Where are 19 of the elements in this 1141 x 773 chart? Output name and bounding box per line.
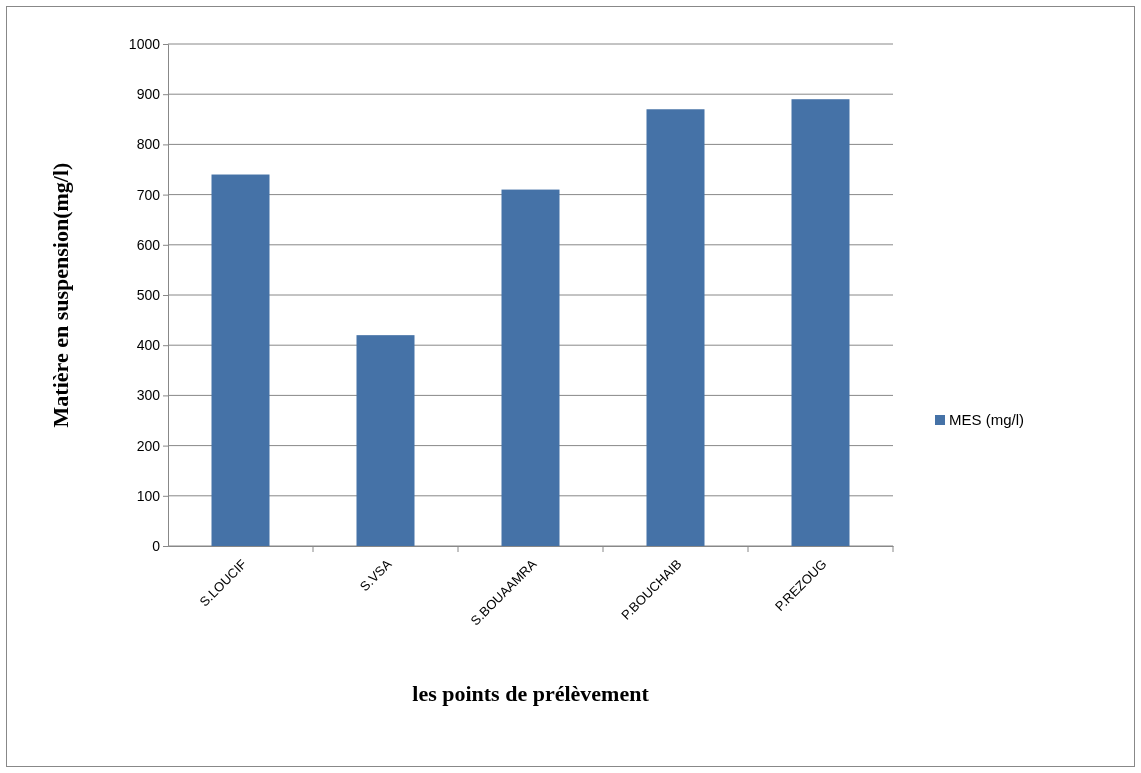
y-tick-label: 500 [136, 286, 161, 303]
bar [791, 99, 850, 546]
y-axis-title: Matière en suspension(mg/l) [48, 162, 73, 428]
y-tick-label: 0 [152, 537, 161, 554]
bar [501, 189, 560, 546]
x-axis-title: les points de prélèvement [412, 681, 650, 706]
bar [356, 335, 415, 546]
y-tick-label: 300 [136, 387, 161, 404]
y-tick-label: 600 [136, 236, 161, 253]
legend-label: MES (mg/l) [949, 411, 1024, 429]
y-tick-label: 1000 [128, 35, 161, 52]
y-tick-label: 100 [136, 487, 161, 504]
y-tick-label: 400 [136, 337, 161, 354]
bar [211, 174, 270, 546]
y-tick-label: 800 [136, 136, 161, 153]
bar [646, 109, 705, 546]
y-tick-label: 900 [136, 86, 161, 103]
y-tick-label: 200 [136, 437, 161, 454]
y-tick-label: 700 [136, 186, 161, 203]
